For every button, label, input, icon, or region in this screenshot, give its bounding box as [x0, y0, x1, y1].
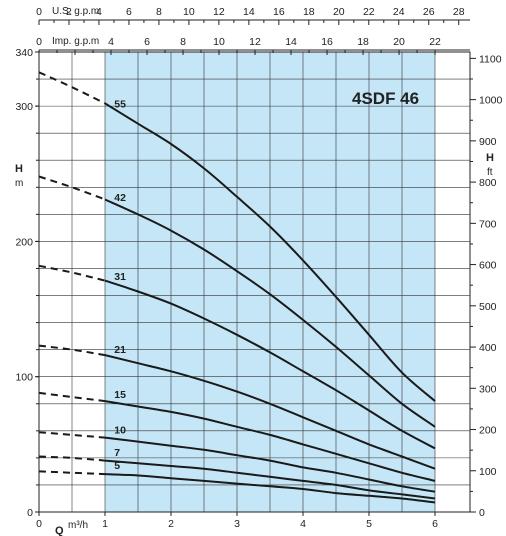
- y-tick-label: 0: [27, 507, 33, 519]
- curve-55-dashed: [38, 71, 106, 105]
- y2-tick-label: 1000: [479, 95, 503, 107]
- curve-label-15: 15: [114, 389, 126, 401]
- plot-frame: [38, 51, 471, 513]
- top-axis-1-tick-label: 20: [333, 6, 345, 18]
- x-tick-label: 5: [366, 518, 372, 530]
- curve-15-solid: [104, 400, 436, 482]
- top-axis-1-tick-label: 10: [183, 6, 195, 18]
- curve-label-10: 10: [114, 425, 126, 437]
- y2-tick-label: 400: [479, 342, 497, 354]
- curve-label-31: 31: [114, 271, 126, 283]
- top-axis-2-tick-label: 0: [36, 36, 42, 48]
- top-axis-1-tick-label: 22: [363, 6, 375, 18]
- y2-tick-label: 100: [479, 466, 497, 478]
- curve-42-solid: [104, 198, 436, 428]
- top-axis-1-tick-label: 4: [96, 6, 102, 18]
- y2-axis-label: H: [486, 152, 494, 164]
- top-axis-2-tick-label: 6: [144, 36, 150, 48]
- top-axis-1-tick-label: 8: [156, 6, 162, 18]
- top-axis-1-tick-label: 2: [66, 6, 72, 18]
- y2-tick-label: 300: [479, 383, 497, 395]
- top-axis-2-tick-label: 22: [429, 36, 441, 48]
- top-axis-1-tick-label: 12: [213, 6, 225, 18]
- top-axis-1-tick-label: 18: [303, 6, 315, 18]
- curve-21-solid: [104, 354, 436, 470]
- y-tick-label: 200: [15, 236, 33, 248]
- curve-7-solid: [104, 459, 436, 500]
- curve-10-solid: [104, 436, 436, 493]
- x-axis-label: Q: [55, 525, 64, 536]
- curve-55-solid: [104, 102, 436, 402]
- top-axis-2-tick-label: 20: [393, 36, 405, 48]
- curve-label-7: 7: [114, 447, 120, 459]
- x-tick-label: 4: [300, 518, 306, 530]
- curve-label-42: 42: [114, 192, 126, 204]
- y2-tick-label: 900: [479, 136, 497, 148]
- curve-31-dashed: [38, 264, 106, 282]
- top-axis-2-tick-label: 16: [321, 36, 333, 48]
- top-axis-2-label: Imp. g.p.m: [52, 36, 99, 47]
- chart-title: 4SDF 46: [352, 89, 419, 108]
- y-tick-label: 340: [15, 47, 33, 59]
- y2-tick-label: 600: [479, 260, 497, 272]
- y2-tick-label: 1100: [479, 53, 502, 65]
- x-tick-label: 3: [234, 518, 240, 530]
- x-axis-unit: m³/h: [68, 520, 88, 531]
- top-axis-1-tick-label: 28: [453, 6, 465, 18]
- curve-label-55: 55: [114, 99, 126, 111]
- y2-tick-label: 200: [479, 425, 497, 437]
- y2-tick-label: 800: [479, 177, 497, 189]
- top-axis-1-tick-label: 14: [243, 6, 255, 18]
- top-axis-1-tick-label: 24: [393, 6, 405, 18]
- top-axis-2-tick-label: 12: [249, 36, 261, 48]
- top-axis-1-tick-label: 26: [423, 6, 435, 18]
- y2-axis-unit: ft: [487, 167, 493, 178]
- y2-tick-label: 700: [479, 218, 497, 230]
- top-axis-2-tick-label: 8: [180, 36, 186, 48]
- y2-tick-label: 0: [479, 507, 485, 519]
- curve-31-solid: [104, 279, 436, 450]
- top-axis-1-tick-label: 0: [36, 6, 42, 18]
- top-axis-2-tick-label: 4: [108, 36, 114, 48]
- x-tick-label: 2: [168, 518, 174, 530]
- top-axis-1-tick-label: 16: [273, 6, 285, 18]
- top-axis-2-tick-label: 10: [213, 36, 225, 48]
- curve-42-dashed: [38, 175, 106, 201]
- y-axis-unit: m: [15, 178, 23, 189]
- top-axis-1-label: U.S. g.p.m: [52, 6, 99, 17]
- y-tick-label: 300: [15, 101, 33, 113]
- x-tick-label: 1: [102, 518, 108, 530]
- x-tick-label: 6: [432, 518, 438, 530]
- y-tick-label: 100: [15, 372, 33, 384]
- curve-5-solid: [104, 473, 436, 504]
- top-axis-2-tick-label: 14: [285, 36, 297, 48]
- x-tick-label: 0: [36, 518, 42, 530]
- curve-label-21: 21: [114, 344, 126, 356]
- top-axis-2-tick-label: 18: [357, 36, 369, 48]
- y-axis-label: H: [15, 163, 23, 175]
- y2-tick-label: 500: [479, 301, 497, 313]
- curve-label-5: 5: [114, 460, 120, 472]
- top-axis-1-tick-label: 6: [126, 6, 132, 18]
